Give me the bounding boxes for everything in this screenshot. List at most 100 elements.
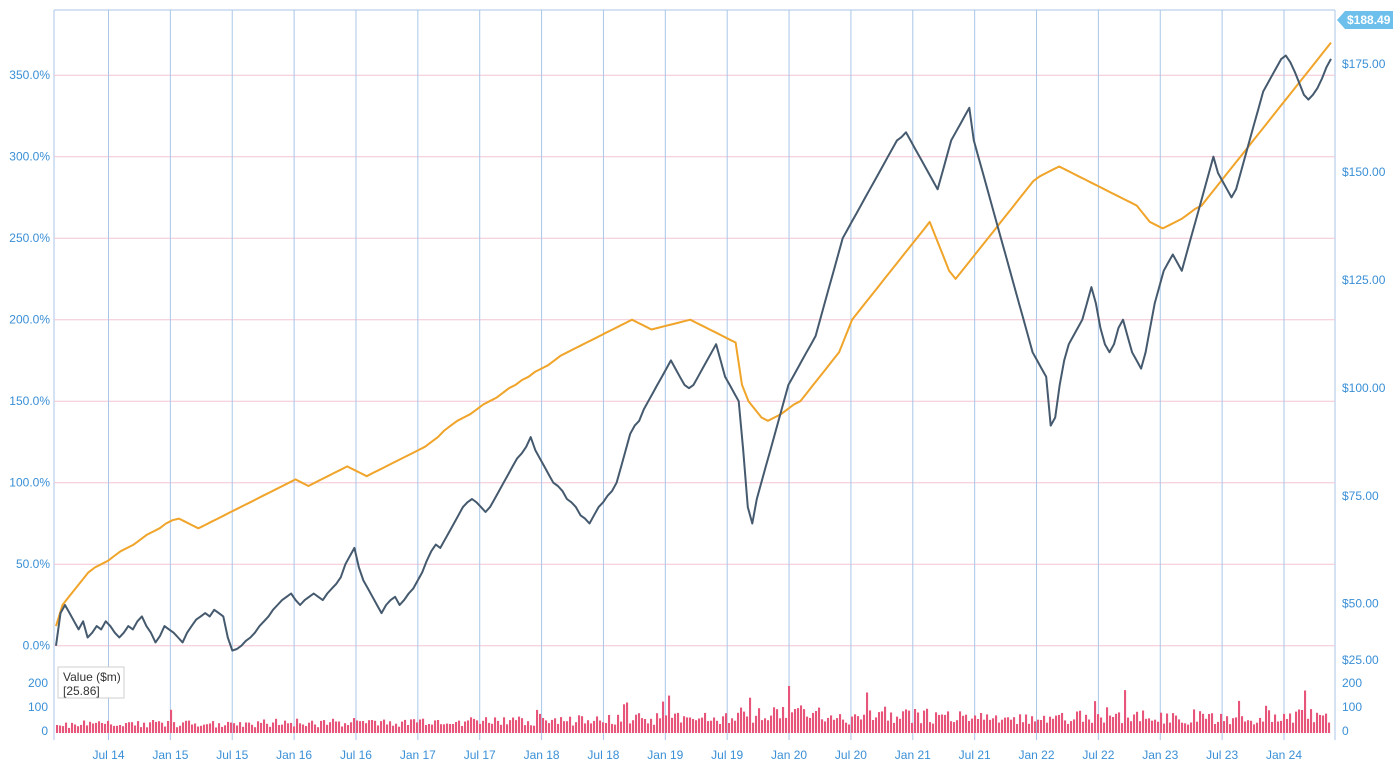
volume-bar xyxy=(305,726,308,733)
volume-bar xyxy=(146,727,149,733)
volume-bar xyxy=(314,724,317,733)
volume-bar xyxy=(383,719,386,733)
volume-bar xyxy=(947,711,950,733)
volume-bar xyxy=(611,723,614,733)
volume-bar xyxy=(440,724,443,733)
volume-bar xyxy=(338,721,341,733)
volume-bar xyxy=(1142,710,1145,733)
volume-bar xyxy=(1139,721,1142,733)
volume-bar xyxy=(233,723,236,733)
volume-bar xyxy=(824,721,827,733)
volume-bar xyxy=(1295,711,1298,733)
volume-bar xyxy=(995,715,998,733)
volume-bar xyxy=(1286,719,1289,733)
volume-bar xyxy=(434,720,437,733)
volume-bar xyxy=(485,717,488,733)
volume-bar xyxy=(65,722,68,733)
volume-bar xyxy=(971,718,974,733)
volume-bar xyxy=(464,721,467,733)
volume-bar xyxy=(353,718,356,733)
volume-bar xyxy=(1292,722,1295,733)
volume-bar xyxy=(617,714,620,733)
volume-bar xyxy=(1283,713,1286,733)
volume-bar xyxy=(1073,719,1076,733)
x-tick-label: Jul 14 xyxy=(92,748,124,762)
volume-bar xyxy=(119,725,122,733)
volume-bar xyxy=(962,715,965,733)
volume-bar xyxy=(1193,709,1196,733)
volume-bar xyxy=(170,709,173,733)
volume-bar xyxy=(1055,715,1058,733)
volume-bar xyxy=(275,718,278,733)
volume-bar xyxy=(1328,722,1331,733)
volume-bar xyxy=(299,723,302,733)
volume-bar xyxy=(836,718,839,733)
volume-bar xyxy=(695,720,698,733)
volume-bar xyxy=(1007,717,1010,733)
volume-bar xyxy=(287,723,290,733)
volume-bar xyxy=(476,720,479,733)
volume-bar xyxy=(77,726,80,733)
volume-bar xyxy=(713,717,716,733)
volume-bar xyxy=(647,723,650,733)
volume-bar xyxy=(944,714,947,733)
volume-bar xyxy=(1253,724,1256,733)
volume-bar xyxy=(449,724,452,733)
volume-bar xyxy=(1166,713,1169,733)
volume-bar xyxy=(1088,719,1091,733)
volume-bar xyxy=(692,719,695,733)
volume-bar xyxy=(935,712,938,733)
volume-bar xyxy=(1178,719,1181,733)
volume-bar xyxy=(908,710,911,733)
volume-bar xyxy=(644,719,647,733)
volume-bar xyxy=(878,712,881,733)
volume-bar xyxy=(362,721,365,733)
volume-bar xyxy=(1310,709,1313,733)
volume-bar xyxy=(1244,721,1247,733)
volume-bar xyxy=(62,726,65,733)
volume-bar xyxy=(1199,711,1202,733)
volume-bar xyxy=(518,716,521,733)
volume-bar xyxy=(983,719,986,733)
volume-bar xyxy=(1013,717,1016,733)
volume-bar xyxy=(1091,722,1094,733)
volume-bar xyxy=(704,712,707,733)
volume-bar xyxy=(722,716,725,733)
volume-bar xyxy=(1109,715,1112,733)
volume-bar xyxy=(914,709,917,733)
volume-bars xyxy=(56,686,1331,733)
volume-bar xyxy=(572,725,575,733)
volume-bar xyxy=(638,713,641,733)
volume-bar xyxy=(1316,712,1319,733)
volume-bar xyxy=(665,715,668,733)
volume-bar xyxy=(641,718,644,733)
volume-bar xyxy=(1043,715,1046,733)
x-tick-label: Jul 16 xyxy=(340,748,372,762)
volume-bar xyxy=(1025,714,1028,733)
volume-bar xyxy=(881,711,884,733)
y-left-tick-label: 50.0% xyxy=(16,557,50,571)
volume-bar xyxy=(179,725,182,733)
volume-bar xyxy=(584,723,587,733)
volume-bar xyxy=(746,716,749,733)
volume-right-tick-label: 0 xyxy=(1342,724,1349,738)
volume-bar xyxy=(629,723,632,733)
volume-bar xyxy=(548,723,551,733)
volume-bar xyxy=(899,718,902,733)
volume-bar xyxy=(218,723,221,733)
volume-bar xyxy=(320,720,323,733)
volume-bar xyxy=(1217,721,1220,733)
volume-bar xyxy=(776,709,779,733)
volume-bar xyxy=(1298,709,1301,733)
volume-bar xyxy=(815,711,818,733)
volume-bar xyxy=(977,719,980,733)
volume-bar xyxy=(1208,714,1211,733)
volume-bar xyxy=(1274,714,1277,733)
axis-labels: 0.0% 50.0% 100.0% 150.0% 200.0% 250.0% 300.0% 3… xyxy=(9,57,1385,762)
volume-bar xyxy=(410,719,413,733)
volume-bar xyxy=(986,714,989,733)
volume-bar xyxy=(605,723,608,733)
volume-bar xyxy=(683,716,686,733)
volume-bar xyxy=(698,718,701,733)
volume-bar xyxy=(602,722,605,733)
